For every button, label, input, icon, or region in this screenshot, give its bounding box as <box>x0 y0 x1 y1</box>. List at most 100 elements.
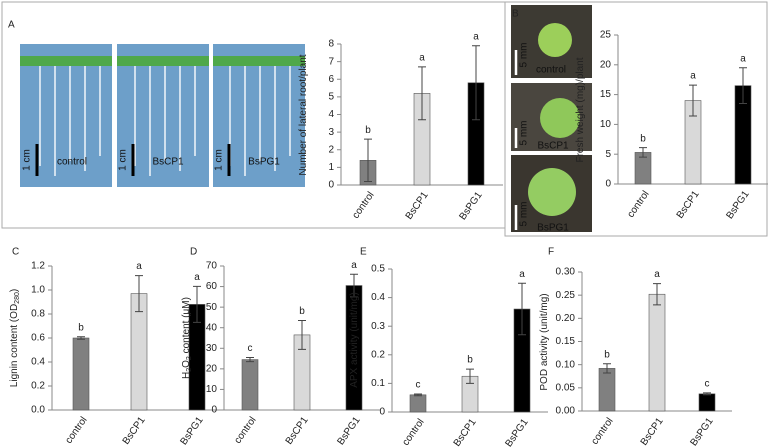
error-bar <box>466 368 474 384</box>
bar <box>409 394 427 413</box>
y-axis-label-part: Number of lateral root/plant <box>298 54 309 175</box>
photo-label: BsPG1 <box>537 223 569 234</box>
y-tick-label: 0.15 <box>556 336 576 347</box>
significance-letter: b <box>78 322 84 333</box>
y-tick-label: 1.2 <box>31 261 45 272</box>
scale-label: 5 mm <box>519 43 530 68</box>
y-tick-label: 0 <box>328 180 334 191</box>
significance-letter: b <box>365 125 371 136</box>
y-tick-label: 0.5 <box>371 264 385 275</box>
y-axis-label: Number of lateral root/plant <box>298 54 309 175</box>
y-tick-label: 0 <box>211 405 217 416</box>
photo-label: BsCP1 <box>152 157 184 168</box>
x-tick-label: BsPG1 <box>724 189 751 222</box>
significance-letter: a <box>519 269 525 280</box>
significance-letter: c <box>248 343 253 354</box>
x-tick-label: control <box>589 416 615 447</box>
y-axis-label-part: 2 <box>186 368 193 372</box>
x-tick-label: control <box>232 415 258 446</box>
photo-label: BsPG1 <box>248 157 280 168</box>
y-tick-label: 0.4 <box>31 357 45 368</box>
y-axis-label: Fresh weight (mg)/plant <box>575 57 586 162</box>
x-tick-label: BsCP1 <box>284 415 311 447</box>
error-bar <box>689 84 697 117</box>
x-tick-label: BsCP1 <box>121 415 148 447</box>
panel-label: A <box>8 20 15 31</box>
y-tick-label: 0.4 <box>371 292 385 303</box>
significance-letter: b <box>299 306 305 317</box>
y-tick-label: 10 <box>206 384 218 395</box>
y-tick-label: 60 <box>206 281 218 292</box>
significance-letter: b <box>640 133 646 144</box>
y-tick-label: 5 <box>328 92 334 103</box>
plant <box>540 98 580 138</box>
y-tick-label: 50 <box>206 302 218 313</box>
y-tick-label: 20 <box>600 59 612 70</box>
error-bar <box>653 283 661 306</box>
y-tick-label: 4 <box>328 109 334 120</box>
x-tick-label: BsCP1 <box>404 190 431 222</box>
significance-letter: a <box>419 53 425 64</box>
error-bar <box>703 392 711 396</box>
bar <box>241 359 259 411</box>
scale-label: 1 cm <box>214 149 225 171</box>
y-tick-label: 6 <box>328 74 334 85</box>
x-tick-label: control <box>400 417 426 448</box>
x-tick-label: control <box>63 415 89 446</box>
scale-label: 1 cm <box>22 149 33 171</box>
y-tick-label: 40 <box>206 322 218 333</box>
y-axis-label: H2O2 content (μM) <box>181 297 194 379</box>
y-axis-label-part: 2 <box>186 356 193 360</box>
x-tick-label: control <box>350 190 376 221</box>
bar <box>598 368 616 412</box>
x-tick-label: BsCP1 <box>675 189 702 221</box>
y-tick-label: 0.0 <box>31 405 45 416</box>
y-axis-label-part: POD activity (unit/mg) <box>539 293 550 390</box>
y-axis-label-part: H <box>181 372 192 379</box>
y-tick-label: 0.05 <box>556 382 576 393</box>
y-tick-label: 10 <box>600 119 612 130</box>
error-bar <box>639 147 647 158</box>
x-tick-label: BsPG1 <box>503 417 530 448</box>
y-axis-label: Lignin content (OD280) <box>9 289 22 387</box>
y-axis-label: POD activity (unit/mg) <box>539 293 550 390</box>
error-bar <box>518 282 526 336</box>
significance-letter: a <box>473 31 479 42</box>
photo-label: control <box>57 157 87 168</box>
y-axis-label-part: 280 <box>14 292 21 304</box>
error-bar <box>414 393 422 397</box>
y-tick-label: 0.6 <box>31 333 45 344</box>
significance-letter: a <box>194 272 200 283</box>
significance-letter: b <box>467 355 473 366</box>
y-tick-label: 0.2 <box>371 349 385 360</box>
y-tick-label: 20 <box>206 363 218 374</box>
y-axis-label-part: O <box>181 360 192 368</box>
error-bar <box>472 45 480 121</box>
plant <box>528 168 576 216</box>
y-tick-label: 3 <box>328 127 334 138</box>
error-bar <box>135 275 143 313</box>
x-tick-label: BsCP1 <box>639 416 666 448</box>
y-axis-label-part: APX activity (unit/mg) <box>349 292 360 388</box>
seedlings <box>213 56 305 66</box>
error-bar <box>739 67 747 105</box>
scale-label: 5 mm <box>519 121 530 146</box>
scale-label: 1 cm <box>118 149 129 171</box>
error-bar <box>364 138 372 182</box>
photo-label: control <box>536 65 566 76</box>
y-tick-label: 0.00 <box>556 406 576 417</box>
photo-label: BsCP1 <box>537 141 569 152</box>
bar <box>72 337 90 411</box>
significance-letter: a <box>740 53 746 64</box>
y-tick-label: 0 <box>379 407 385 418</box>
y-tick-label: 15 <box>600 89 612 100</box>
y-tick-label: 0.3 <box>371 321 385 332</box>
y-tick-label: 2 <box>328 144 334 155</box>
error-bar <box>77 336 85 340</box>
error-bar <box>246 357 254 363</box>
photo-group-a: 1 cm 1 cm 1 cm control BsCP1 BsPG1 <box>20 44 305 187</box>
y-tick-label: 25 <box>600 30 612 41</box>
x-tick-label: BsPG1 <box>457 190 484 223</box>
y-tick-label: 0.25 <box>556 290 576 301</box>
panel-label: F <box>548 247 554 258</box>
